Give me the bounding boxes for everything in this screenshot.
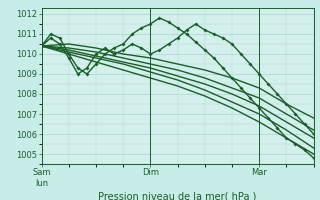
X-axis label: Pression niveau de la mer( hPa ): Pression niveau de la mer( hPa ) bbox=[99, 192, 257, 200]
